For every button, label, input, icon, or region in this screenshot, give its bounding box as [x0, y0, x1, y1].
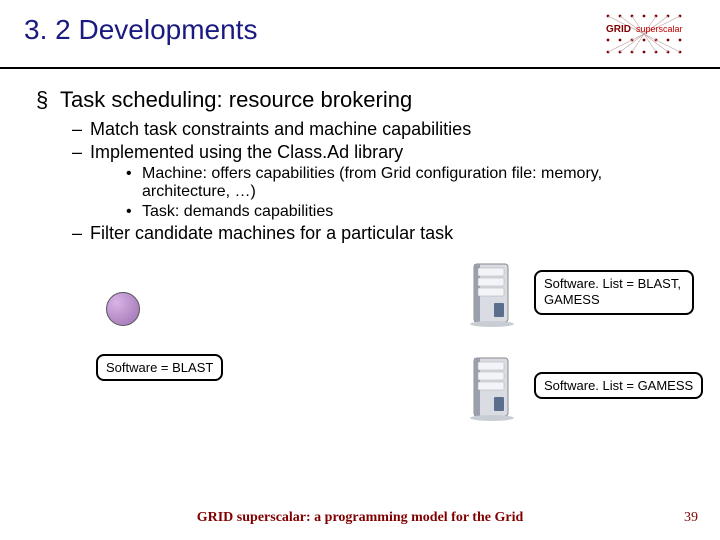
page-number: 39: [684, 510, 698, 526]
slide-header: 3. 2 Developments GRID superscalar: [0, 0, 720, 69]
svg-text:superscalar: superscalar: [636, 24, 683, 34]
diagram-area: Software = BLAST Software. List = BLAST,…: [36, 252, 684, 452]
server-icon-2: [466, 352, 522, 422]
task-node-icon: [106, 292, 140, 326]
server1-software-list: Software. List = BLAST, GAMESS: [534, 270, 694, 315]
svg-text:GRID: GRID: [606, 24, 631, 35]
task-software-label: Software = BLAST: [96, 354, 223, 381]
bullet-l2-2: Filter candidate machines for a particul…: [72, 223, 684, 244]
grid-superscalar-logo: GRID superscalar: [600, 10, 696, 59]
server-icon-1: [466, 258, 522, 328]
bullet-l2-1: Implemented using the Class.Ad library: [72, 142, 684, 163]
server2-software-list: Software. List = GAMESS: [534, 372, 703, 399]
slide-title: 3. 2 Developments: [24, 14, 257, 46]
slide-content: Task scheduling: resource brokering Matc…: [0, 69, 720, 452]
slide-footer: GRID superscalar: a programming model fo…: [0, 510, 720, 526]
bullet-l3-0: Machine: offers capabilities (from Grid …: [126, 165, 684, 201]
bullet-l2-0: Match task constraints and machine capab…: [72, 119, 684, 140]
bullet-l3-1: Task: demands capabilities: [126, 203, 684, 221]
bullet-l1-0: Task scheduling: resource brokering: [36, 87, 684, 113]
